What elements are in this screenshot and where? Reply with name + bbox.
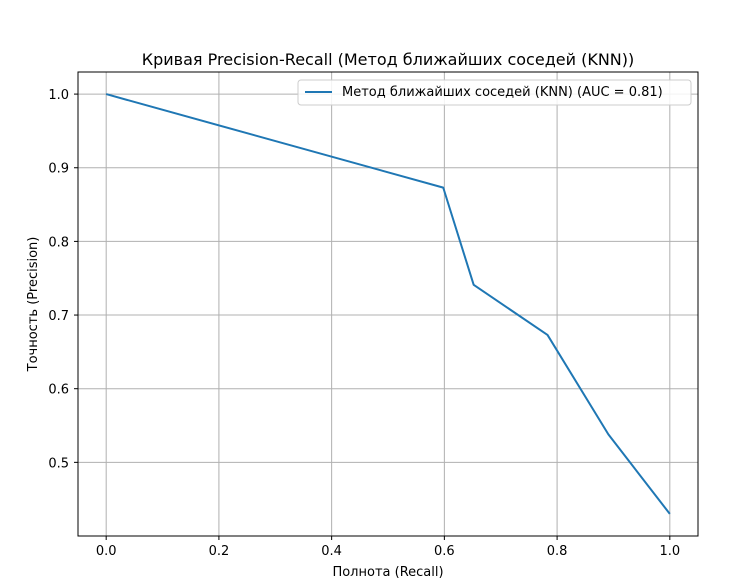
data-point [607, 433, 609, 435]
y-tick-label: 0.7 [48, 309, 69, 324]
x-axis-label: Полнота (Recall) [332, 565, 443, 580]
x-tick-label: 0.2 [209, 544, 230, 559]
y-tick-label: 0.8 [48, 235, 69, 250]
data-point [669, 513, 671, 515]
legend-box [297, 79, 692, 106]
chart-title: Кривая Precision-Recall (Метод ближайших… [142, 50, 634, 69]
data-point [547, 334, 549, 336]
series-layer [105, 93, 671, 515]
y-tick-label: 0.6 [48, 383, 69, 398]
y-tick-label: 0.5 [48, 456, 69, 471]
series-line [105, 93, 671, 515]
y-axis-ticks: 0.5 0.6 0.7 0.8 0.9 1.0 [48, 88, 78, 471]
data-point [442, 187, 444, 189]
y-axis-label: Точность (Precision) [26, 237, 41, 373]
data-point [105, 93, 107, 95]
x-tick-label: 0.6 [434, 544, 455, 559]
plot-frame [77, 71, 699, 537]
y-tick-label: 1.0 [48, 88, 69, 103]
x-axis-ticks: 0.0 0.2 0.4 0.6 0.8 1.0 [96, 536, 680, 559]
data-point [473, 284, 475, 286]
x-tick-label: 0.0 [96, 544, 117, 559]
y-tick-label: 0.9 [48, 162, 69, 177]
x-tick-label: 1.0 [659, 544, 680, 559]
x-tick-label: 0.4 [321, 544, 342, 559]
legend: Метод ближайших соседей (KNN) (AUC = 0.8… [297, 79, 692, 106]
legend-label: Метод ближайших соседей (KNN) (AUC = 0.8… [342, 85, 663, 100]
grid [78, 72, 698, 536]
x-tick-label: 0.8 [547, 544, 568, 559]
